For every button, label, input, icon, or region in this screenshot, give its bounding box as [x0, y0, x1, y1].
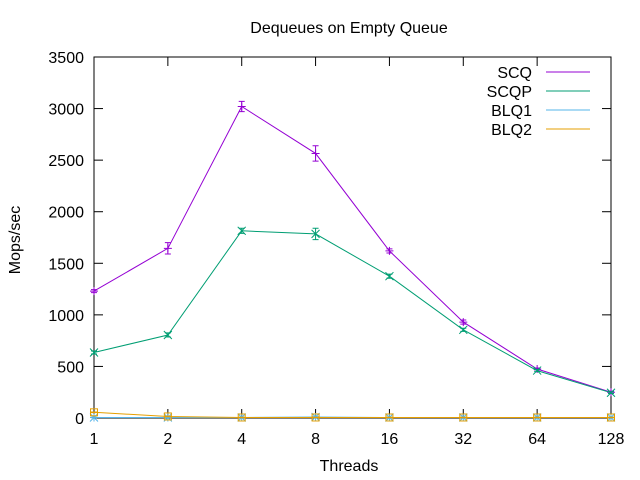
data-point	[163, 413, 173, 422]
data-point	[607, 413, 615, 422]
y-tick-label: 3500	[48, 50, 84, 67]
y-tick-label: 3000	[48, 102, 84, 119]
x-tick-label: 4	[237, 431, 246, 448]
data-point	[163, 412, 172, 421]
data-point	[459, 413, 468, 422]
y-axis-label: Mops/sec	[7, 206, 24, 274]
data-point	[385, 246, 394, 255]
y-tick-label: 2000	[48, 205, 84, 222]
data-point	[385, 413, 394, 422]
data-point	[163, 244, 172, 253]
chart-title: Dequeues on Empty Queue	[250, 20, 448, 37]
legend-label-blq1: BLQ1	[491, 103, 532, 120]
legend-label-scq: SCQ	[497, 65, 532, 82]
legend-label-blq2: BLQ2	[491, 122, 532, 139]
x-tick-label: 16	[381, 431, 399, 448]
data-point	[89, 348, 99, 357]
legend-label-scqp: SCQP	[487, 84, 532, 101]
y-tick-label: 2500	[48, 153, 84, 170]
y-tick-label: 1500	[48, 256, 84, 273]
data-point	[89, 413, 99, 422]
series-group	[89, 100, 616, 422]
legend: SCQ SCQP BLQ1 BLQ2	[487, 65, 590, 139]
series-line	[93, 411, 611, 418]
series-line	[93, 230, 612, 394]
data-point	[237, 102, 246, 111]
data-point	[311, 149, 320, 158]
series-scq	[90, 100, 615, 397]
data-point	[532, 366, 542, 375]
data-point	[606, 388, 616, 398]
error-bar	[164, 415, 171, 418]
x-tick-label: 1	[90, 431, 99, 448]
series-line	[93, 105, 612, 393]
data-point	[311, 413, 320, 422]
data-point	[311, 229, 320, 239]
x-axis-label: Threads	[320, 458, 379, 475]
data-point	[90, 408, 98, 417]
data-point	[237, 226, 247, 236]
y-tick-label: 500	[57, 359, 84, 376]
x-tick-label: 64	[528, 431, 546, 448]
series-scqp	[89, 226, 616, 398]
data-point	[533, 413, 542, 422]
data-point	[237, 413, 246, 422]
x-tick-label: 8	[311, 431, 320, 448]
y-tick-label: 0	[75, 411, 84, 428]
data-point	[458, 325, 468, 335]
error-bar	[91, 411, 97, 414]
x-tick-label: 32	[454, 431, 472, 448]
data-point	[385, 271, 394, 281]
series-blq2	[90, 408, 615, 422]
data-point	[163, 330, 173, 340]
x-tick-label: 2	[163, 431, 172, 448]
plot-border	[93, 56, 612, 419]
data-point	[90, 287, 98, 296]
y-tick-label: 1000	[48, 308, 84, 325]
data-point	[459, 318, 468, 327]
axes: 0 500 1000 1500 2000 2500 3000 3500 1 2 4 8 16 32 64 12…	[48, 50, 624, 448]
x-tick-label: 128	[598, 431, 625, 448]
